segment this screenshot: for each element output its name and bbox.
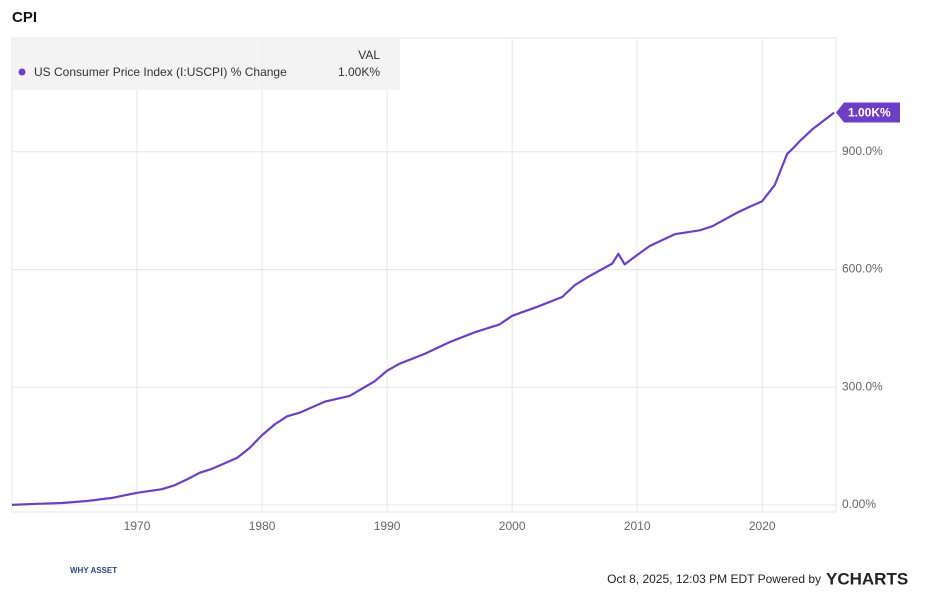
footer: Oct 8, 2025, 12:03 PM EDT Powered by [607,572,821,586]
y-tick-label: 0.00% [842,497,876,511]
x-tick-label: 1980 [249,519,276,533]
y-tick-label: 600.0% [842,262,883,276]
legend-header: VAL [358,48,380,62]
legend-label: US Consumer Price Index (I:USCPI) % Chan… [34,65,287,79]
legend-box [12,38,400,90]
legend-value: 1.00K% [338,65,380,79]
y-tick-label: 900.0% [842,144,883,158]
logo: WHY ASSET [70,566,117,575]
line [11,111,835,506]
x-tick-label: 2000 [499,519,526,533]
plot-area [11,37,837,513]
x-tick-label: 2010 [624,519,651,533]
x-tick-label: 1990 [374,519,401,533]
chart-title: CPI [12,9,37,26]
x-tick-label: 1970 [124,519,151,533]
end-label: 1.00K% [848,106,891,120]
legend-marker [18,68,26,76]
brand: YCHARTS [826,569,908,588]
y-tick-label: 300.0% [842,379,883,393]
end-badge [836,102,900,123]
x-tick-label: 2020 [749,519,776,533]
